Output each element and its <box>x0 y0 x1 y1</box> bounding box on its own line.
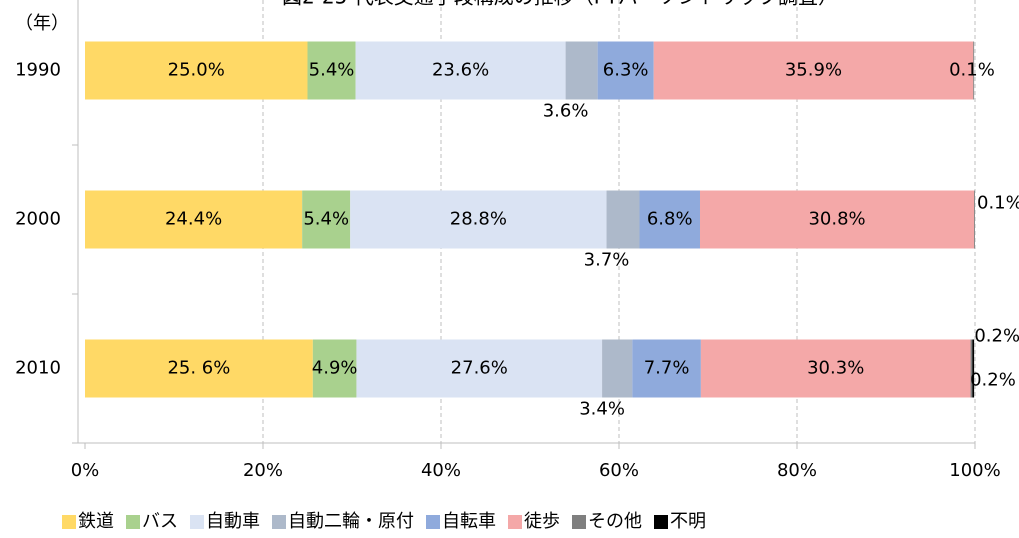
legend-swatch <box>508 515 522 529</box>
data-label: 6.3% <box>603 60 649 81</box>
bar-segment <box>597 41 654 100</box>
y-tick-label: 2010 <box>15 358 61 379</box>
legend-swatch <box>62 515 76 529</box>
bar-segment <box>699 190 975 249</box>
x-tick-label: 20% <box>243 460 283 481</box>
bar-segment <box>639 190 700 249</box>
bar-segment <box>972 339 975 398</box>
x-tick-label: 40% <box>421 460 461 481</box>
bar-segment <box>307 41 356 100</box>
chart-title: 図2-25 代表交通手段構成の推移（PTパーソントリップ調査） <box>282 0 838 9</box>
data-label: 28.8% <box>450 209 507 230</box>
bar-segment <box>356 339 603 398</box>
data-label: 5.4% <box>303 209 349 230</box>
data-label: 0.2% <box>970 370 1016 391</box>
data-label: 0.1% <box>949 60 995 81</box>
data-label: 6.8% <box>647 209 693 230</box>
y-tick-label: 2000 <box>15 209 61 230</box>
bar-segment <box>602 339 633 398</box>
bar-segment <box>302 190 351 249</box>
data-label: 0.1% <box>977 193 1019 214</box>
legend-swatch <box>426 515 440 529</box>
bar-segment <box>350 190 607 249</box>
data-label: 3.6% <box>543 101 589 122</box>
legend-label: その他 <box>588 511 642 532</box>
legend-label: 徒歩 <box>524 511 560 532</box>
bar-segment <box>700 339 971 398</box>
bar-segment <box>974 190 975 249</box>
bar-segment <box>970 339 973 398</box>
data-label: 30.8% <box>808 209 865 230</box>
x-tick-label: 100% <box>949 460 1000 481</box>
data-label: 24.4% <box>165 209 222 230</box>
x-tick-label: 0% <box>71 460 100 481</box>
data-label: 3.4% <box>579 399 625 420</box>
y-axis-label: （年） <box>15 13 69 34</box>
data-label: 25. 6% <box>167 358 230 379</box>
bar-segment <box>312 339 357 398</box>
data-label: 35.9% <box>785 60 842 81</box>
bar-segment <box>355 41 566 100</box>
x-tick-label: 80% <box>777 460 817 481</box>
bar-segment <box>565 41 598 100</box>
legend-label: 自動車 <box>206 511 260 532</box>
legend-label: 鉄道 <box>78 511 114 532</box>
data-label: 30.3% <box>807 358 864 379</box>
legend-swatch <box>654 515 668 529</box>
data-label: 0.2% <box>974 326 1019 347</box>
legend-swatch <box>190 515 204 529</box>
data-label: 5.4% <box>309 60 355 81</box>
x-tick-label: 60% <box>599 460 639 481</box>
bar-segment <box>85 190 303 249</box>
bar-segment <box>85 41 308 100</box>
bar-segment <box>653 41 974 100</box>
data-label: 4.9% <box>312 358 358 379</box>
bar-segment <box>973 41 975 100</box>
data-label: 27.6% <box>451 358 508 379</box>
legend-label: 不明 <box>670 511 706 532</box>
legend-swatch <box>572 515 586 529</box>
legend-swatch <box>272 515 286 529</box>
legend-label: 自動二輪・原付 <box>288 511 414 532</box>
bar-segment <box>632 339 701 398</box>
legend-label: 自転車 <box>442 511 496 532</box>
bar-segment <box>85 339 313 398</box>
legend-label: バス <box>142 511 178 532</box>
data-label: 3.7% <box>584 250 630 271</box>
legend-swatch <box>126 515 140 529</box>
data-label: 23.6% <box>432 60 489 81</box>
bar-segment <box>606 190 640 249</box>
y-tick-label: 1990 <box>15 60 61 81</box>
data-label: 25.0% <box>168 60 225 81</box>
data-label: 7.7% <box>644 358 690 379</box>
